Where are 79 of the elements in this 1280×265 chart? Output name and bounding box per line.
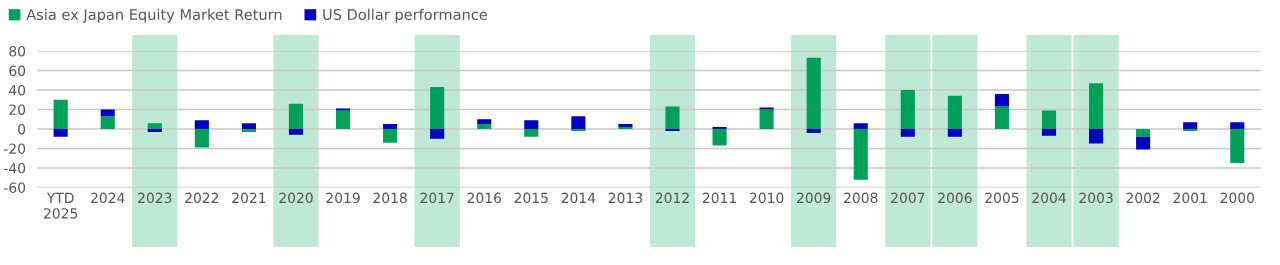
bar bbox=[665, 106, 680, 129]
bar bbox=[994, 106, 1009, 129]
bar bbox=[1136, 129, 1151, 137]
bar bbox=[288, 103, 304, 129]
bar bbox=[100, 116, 115, 129]
x-tick-label: 2002 bbox=[1126, 192, 1160, 204]
x-tick-label: 2020 bbox=[279, 192, 313, 204]
bar bbox=[147, 123, 162, 129]
x-tick-label: YTD 2025 bbox=[44, 192, 78, 219]
y-tick-label: 60 bbox=[9, 65, 26, 76]
bar bbox=[712, 129, 727, 146]
bar bbox=[1230, 122, 1245, 129]
bar bbox=[1041, 110, 1057, 129]
bar bbox=[383, 124, 398, 129]
x-tick-label: 2013 bbox=[608, 192, 642, 204]
bar bbox=[900, 129, 915, 137]
bar bbox=[524, 120, 539, 129]
x-tick-label: 2009 bbox=[797, 192, 831, 204]
bar bbox=[430, 87, 445, 129]
bar bbox=[1089, 83, 1104, 129]
x-tick-label: 2014 bbox=[561, 192, 596, 204]
x-tick-label: 2019 bbox=[326, 192, 360, 204]
x-tick-label: 2001 bbox=[1173, 192, 1207, 204]
bar bbox=[900, 90, 915, 129]
x-tick-label: 2018 bbox=[373, 192, 407, 204]
x-tick-label: 2007 bbox=[891, 192, 925, 204]
y-tick-label: 20 bbox=[9, 104, 26, 115]
bar bbox=[524, 129, 539, 137]
bar bbox=[571, 116, 586, 129]
bar bbox=[994, 93, 1009, 107]
y-tick-label: -40 bbox=[4, 162, 26, 174]
y-tick-label: 0 bbox=[18, 123, 26, 135]
y-tick-label: 40 bbox=[9, 84, 26, 96]
x-tick-label: 2024 bbox=[91, 192, 125, 204]
bar bbox=[288, 129, 304, 135]
y-tick-label: -60 bbox=[4, 182, 26, 193]
bar bbox=[1136, 136, 1151, 150]
x-tick-label: 2004 bbox=[1032, 192, 1066, 204]
bar bbox=[241, 123, 256, 129]
x-tick-label: 2012 bbox=[655, 192, 689, 204]
bar bbox=[947, 129, 962, 137]
x-tick-label: 2017 bbox=[420, 192, 454, 204]
bar bbox=[1041, 129, 1057, 136]
x-tick-label: 2006 bbox=[938, 192, 972, 204]
x-tick-label: 2000 bbox=[1220, 192, 1255, 204]
bar bbox=[194, 129, 209, 148]
bar bbox=[430, 129, 445, 139]
bar bbox=[806, 129, 821, 133]
bar bbox=[759, 109, 774, 129]
x-tick-label: 2003 bbox=[1079, 192, 1113, 204]
bar bbox=[53, 99, 68, 129]
bar bbox=[194, 120, 209, 129]
x-tick-label: 2022 bbox=[185, 192, 219, 204]
bar bbox=[1230, 129, 1245, 164]
bar bbox=[853, 129, 868, 180]
bar bbox=[806, 57, 821, 129]
x-tick-label: 2021 bbox=[232, 192, 266, 204]
bar bbox=[477, 119, 492, 125]
legend-label: US Dollar performance bbox=[323, 8, 488, 23]
x-tick-label: 2005 bbox=[985, 192, 1019, 204]
y-tick-label: 80 bbox=[9, 45, 26, 57]
x-tick-label: 2008 bbox=[844, 192, 878, 204]
y-tick-label: -20 bbox=[4, 143, 26, 154]
legend-label: Asia ex Japan Equity Market Return bbox=[26, 8, 282, 23]
bar bbox=[383, 129, 398, 143]
x-tick-label: 2016 bbox=[467, 192, 502, 204]
bar bbox=[147, 129, 162, 132]
bar bbox=[241, 129, 256, 132]
bar bbox=[53, 129, 68, 137]
x-tick-label: 2015 bbox=[514, 192, 548, 204]
bar bbox=[1183, 122, 1198, 129]
x-tick-label: 2010 bbox=[749, 192, 784, 204]
bar bbox=[477, 124, 492, 129]
x-tick-label: 2023 bbox=[138, 192, 172, 204]
bar bbox=[335, 110, 351, 129]
bar bbox=[853, 123, 868, 129]
bar bbox=[1089, 129, 1104, 144]
x-tick-label: 2011 bbox=[702, 192, 736, 204]
bar bbox=[947, 95, 962, 129]
